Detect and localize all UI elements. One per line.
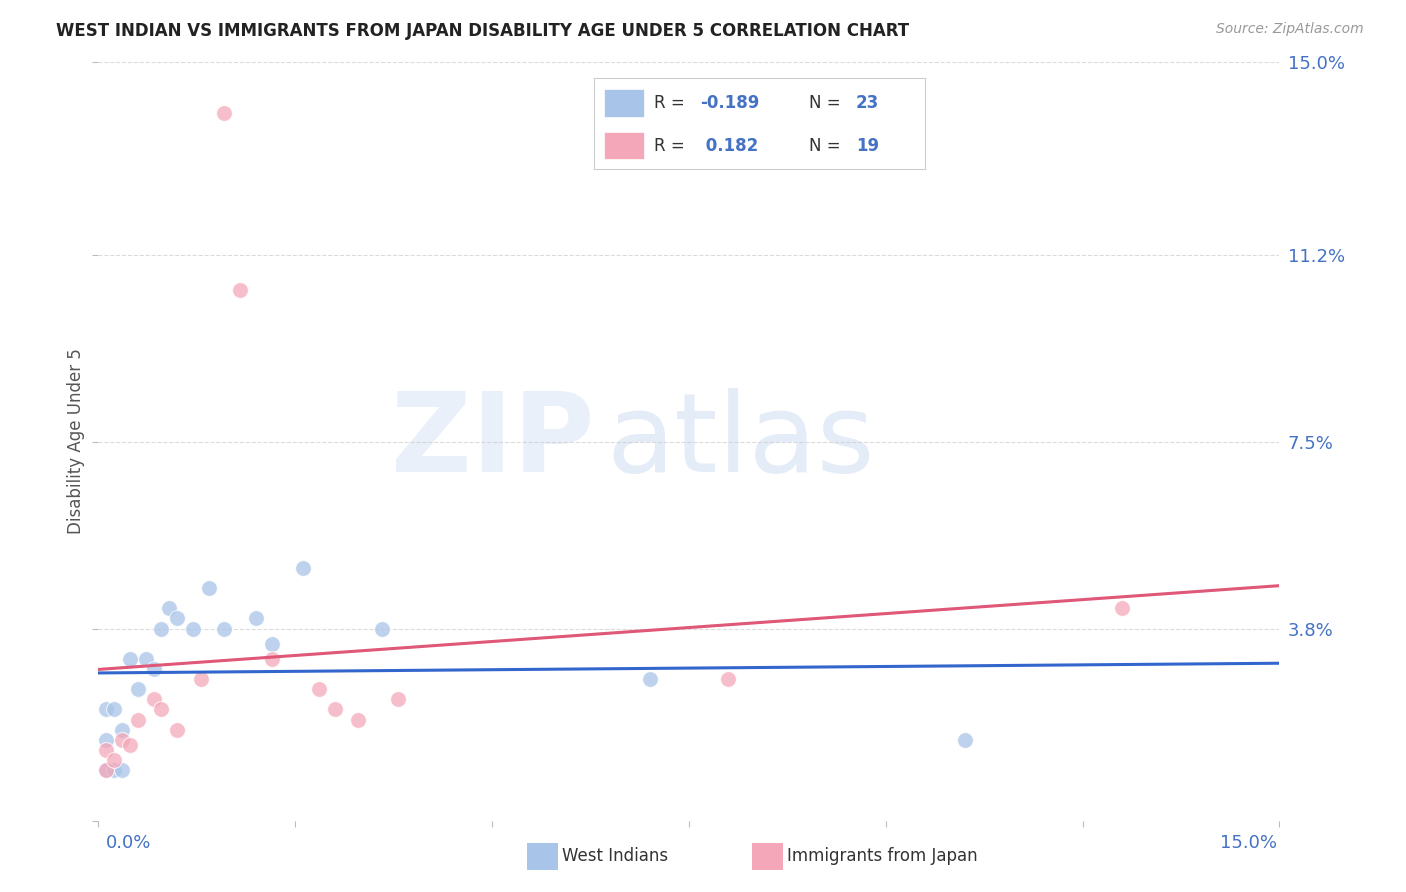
Point (323, 702, 346, 716)
Point (118, 652, 141, 666)
Point (387, 692, 409, 706)
Point (103, 753, 125, 767)
Point (142, 692, 165, 706)
Text: 0.0%: 0.0% (105, 834, 150, 852)
Point (197, 581, 219, 595)
Point (150, 622, 173, 636)
Y-axis label: Disability Age Under 5: Disability Age Under 5 (67, 349, 86, 534)
Point (96, 732, 118, 747)
Text: West Indians: West Indians (562, 847, 668, 865)
Point (127, 682, 149, 697)
Point (96, 743, 118, 757)
Point (638, 672, 661, 686)
Point (111, 723, 134, 737)
Point (111, 732, 134, 747)
Point (103, 763, 125, 777)
Point (157, 601, 180, 615)
Point (181, 622, 204, 636)
Point (142, 662, 165, 676)
Point (103, 702, 125, 716)
Text: Source: ZipAtlas.com: Source: ZipAtlas.com (1216, 22, 1364, 37)
Point (96, 763, 118, 777)
Point (292, 561, 315, 575)
Point (214, 622, 236, 636)
Point (260, 637, 283, 651)
Text: WEST INDIAN VS IMMIGRANTS FROM JAPAN DISABILITY AGE UNDER 5 CORRELATION CHART: WEST INDIAN VS IMMIGRANTS FROM JAPAN DIS… (56, 22, 910, 40)
Point (371, 622, 394, 636)
Point (96, 702, 118, 716)
Point (347, 713, 370, 727)
Text: ZIP: ZIP (391, 388, 595, 495)
Point (166, 723, 188, 737)
Point (308, 682, 330, 697)
Point (111, 763, 134, 777)
Point (214, 106, 236, 120)
Point (260, 652, 283, 666)
Point (953, 732, 976, 747)
Text: atlas: atlas (606, 388, 875, 495)
Point (166, 611, 188, 625)
Point (118, 738, 141, 752)
Text: 15.0%: 15.0% (1219, 834, 1277, 852)
Point (245, 611, 267, 625)
Point (229, 283, 252, 297)
Point (150, 702, 173, 716)
Point (127, 713, 149, 727)
Point (717, 672, 740, 686)
Point (1111, 601, 1133, 615)
Text: Immigrants from Japan: Immigrants from Japan (787, 847, 979, 865)
Point (190, 672, 212, 686)
Point (96, 763, 118, 777)
Point (135, 652, 157, 666)
